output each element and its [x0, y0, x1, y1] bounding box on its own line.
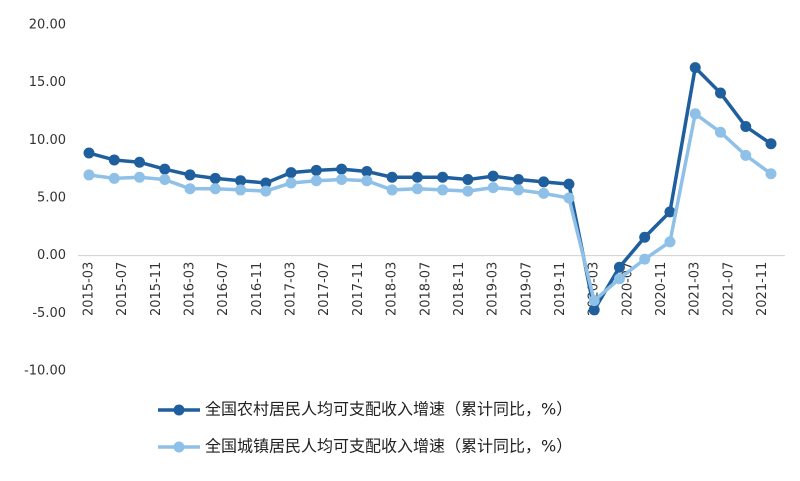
data-point: [209, 183, 221, 195]
data-point: [285, 167, 297, 179]
data-point: [664, 206, 676, 218]
data-point: [563, 192, 575, 204]
data-point: [411, 171, 423, 183]
data-point: [235, 175, 247, 187]
data-point: [108, 172, 120, 184]
data-point: [487, 170, 499, 182]
series-line: [88, 110, 773, 304]
legend-marker: [173, 404, 185, 416]
y-tick-label: 10.00: [29, 133, 66, 148]
data-point: [108, 154, 120, 166]
x-tick-label: 2018-11: [452, 262, 467, 316]
data-point: [260, 177, 272, 189]
data-point: [83, 147, 95, 159]
y-tick-label: 0.00: [37, 248, 66, 263]
data-point: [639, 231, 651, 243]
data-point: [765, 168, 777, 180]
data-point: [487, 182, 499, 194]
data-point: [563, 178, 575, 190]
data-point: [714, 87, 726, 99]
x-tick-label: 2015-07: [115, 262, 130, 316]
data-point: [462, 185, 474, 197]
x-tick-label: 2019-11: [553, 262, 568, 316]
data-point: [209, 172, 221, 184]
x-tick-label: 2018-07: [418, 262, 433, 316]
data-point: [740, 149, 752, 161]
data-point: [689, 108, 701, 120]
data-point: [588, 295, 600, 307]
data-point: [588, 304, 600, 316]
data-point: [462, 174, 474, 186]
data-point: [765, 138, 777, 150]
legend-marker: [173, 441, 185, 453]
series-line: [88, 64, 772, 315]
data-point: [411, 183, 423, 195]
x-tick-label: 2019-03: [486, 262, 501, 316]
data-point: [235, 184, 247, 196]
data-point: [437, 171, 449, 183]
y-tick-label: 5.00: [37, 191, 66, 206]
x-tick-label: 2019-07: [519, 262, 534, 316]
data-point: [613, 261, 625, 273]
data-point: [714, 126, 726, 138]
data-point: [336, 174, 348, 186]
y-tick-label: 20.00: [29, 18, 66, 33]
data-point: [437, 184, 449, 196]
data-point: [83, 169, 95, 181]
x-tick-label: 2016-03: [183, 262, 198, 316]
x-tick-label: 2017-07: [317, 262, 332, 316]
legend: 全国农村居民人均可支配收入增速（累计同比，%） 全国城镇居民人均可支配收入增速（累…: [158, 400, 572, 456]
data-point: [336, 163, 348, 175]
x-tick-label: 2017-11: [351, 262, 366, 316]
legend-label: 全国农村居民人均可支配收入增速（累计同比，%）: [205, 400, 572, 419]
data-point: [361, 175, 373, 187]
data-point: [512, 184, 524, 196]
data-point: [689, 62, 701, 74]
data-point: [159, 174, 171, 186]
x-tick-label: 2018-03: [385, 262, 400, 316]
x-tick-label: 2015-11: [149, 262, 164, 316]
data-point: [613, 273, 625, 285]
data-point: [361, 165, 373, 177]
y-tick-label: -10.00: [24, 364, 66, 379]
legend-label: 全国城镇居民人均可支配收入增速（累计同比，%）: [205, 437, 572, 456]
data-point: [386, 171, 398, 183]
data-point: [664, 236, 676, 248]
y-tick-label: -5.00: [32, 306, 66, 321]
x-tick-label: 2016-07: [216, 262, 231, 316]
data-point: [386, 184, 398, 196]
x-tick-label: 2015-03: [82, 262, 97, 316]
data-point: [184, 169, 196, 181]
data-point: [310, 175, 322, 187]
data-point: [538, 187, 550, 199]
data-point: [159, 163, 171, 175]
x-tick-label: 2021-07: [721, 262, 736, 316]
data-point: [512, 174, 524, 186]
data-point: [260, 185, 272, 197]
x-tick-label: 2020-11: [654, 262, 669, 316]
y-tick-label: 15.00: [29, 75, 66, 90]
x-tick-label: 2021-03: [688, 262, 703, 316]
data-point: [639, 253, 651, 265]
data-point: [134, 156, 146, 168]
x-tick-label: 2016-11: [250, 262, 265, 316]
x-tick-label: 2017-03: [284, 262, 299, 316]
data-point: [740, 120, 752, 132]
data-point: [184, 183, 196, 195]
x-tick-label: 2021-11: [755, 262, 770, 316]
data-point: [134, 171, 146, 183]
data-point: [310, 164, 322, 176]
data-point: [285, 177, 297, 189]
data-point: [538, 176, 550, 188]
